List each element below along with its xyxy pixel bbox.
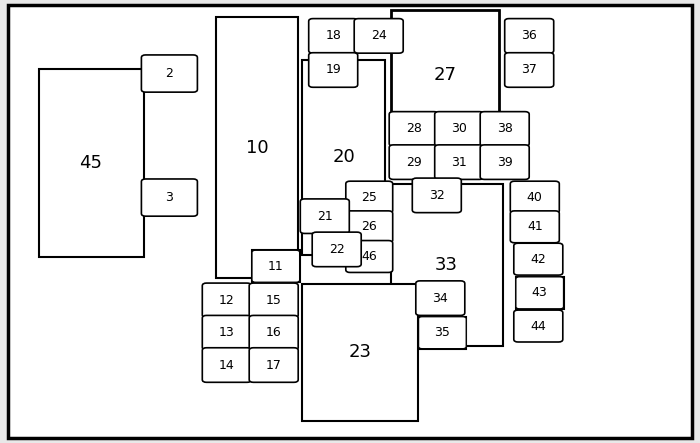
Text: 36: 36 — [522, 29, 537, 43]
FancyBboxPatch shape — [480, 145, 529, 179]
Text: 40: 40 — [527, 190, 542, 204]
FancyBboxPatch shape — [309, 19, 358, 53]
Text: 26: 26 — [361, 220, 377, 233]
FancyBboxPatch shape — [514, 310, 563, 342]
Text: 19: 19 — [326, 63, 341, 77]
Text: 15: 15 — [266, 294, 281, 307]
Text: 35: 35 — [435, 326, 450, 339]
Text: 46: 46 — [361, 250, 377, 263]
FancyBboxPatch shape — [516, 277, 564, 309]
Text: 13: 13 — [219, 326, 234, 339]
Text: 34: 34 — [433, 291, 448, 305]
FancyBboxPatch shape — [141, 179, 197, 216]
FancyBboxPatch shape — [505, 53, 554, 87]
Text: 29: 29 — [406, 155, 421, 169]
Bar — [38, 69, 144, 257]
Bar — [391, 184, 503, 346]
FancyBboxPatch shape — [419, 317, 466, 349]
Text: 16: 16 — [266, 326, 281, 339]
Bar — [216, 17, 298, 278]
FancyBboxPatch shape — [510, 211, 559, 243]
Text: 3: 3 — [165, 191, 174, 204]
Text: 27: 27 — [433, 66, 456, 84]
Text: 20: 20 — [332, 148, 355, 166]
Text: 21: 21 — [317, 210, 332, 223]
FancyBboxPatch shape — [480, 112, 529, 146]
FancyBboxPatch shape — [412, 178, 461, 213]
Text: 17: 17 — [266, 358, 281, 372]
Text: 39: 39 — [497, 155, 512, 169]
Text: 37: 37 — [522, 63, 537, 77]
FancyBboxPatch shape — [514, 243, 563, 275]
FancyBboxPatch shape — [202, 348, 251, 382]
Text: 14: 14 — [219, 358, 234, 372]
FancyBboxPatch shape — [300, 199, 349, 233]
Text: 18: 18 — [326, 29, 341, 43]
Text: 22: 22 — [329, 243, 344, 256]
Text: 33: 33 — [435, 256, 458, 274]
FancyBboxPatch shape — [346, 241, 393, 272]
FancyBboxPatch shape — [510, 181, 559, 213]
Bar — [302, 284, 418, 421]
FancyBboxPatch shape — [389, 112, 438, 146]
FancyBboxPatch shape — [309, 53, 358, 87]
FancyBboxPatch shape — [202, 315, 251, 350]
Text: 45: 45 — [80, 154, 102, 172]
Bar — [419, 317, 466, 349]
Text: 41: 41 — [527, 220, 542, 233]
Bar — [252, 250, 300, 282]
FancyBboxPatch shape — [249, 283, 298, 318]
FancyBboxPatch shape — [435, 145, 484, 179]
Text: 32: 32 — [429, 189, 444, 202]
FancyBboxPatch shape — [252, 250, 300, 282]
FancyBboxPatch shape — [202, 283, 251, 318]
Bar — [516, 277, 564, 309]
Text: 31: 31 — [452, 155, 467, 169]
FancyBboxPatch shape — [505, 19, 554, 53]
Text: 43: 43 — [532, 286, 547, 299]
Text: 2: 2 — [165, 67, 174, 80]
FancyBboxPatch shape — [8, 5, 692, 438]
Text: 12: 12 — [219, 294, 234, 307]
FancyBboxPatch shape — [249, 348, 298, 382]
Text: 30: 30 — [452, 122, 467, 136]
Text: 38: 38 — [497, 122, 512, 136]
Text: 28: 28 — [406, 122, 421, 136]
FancyBboxPatch shape — [354, 19, 403, 53]
FancyBboxPatch shape — [346, 211, 393, 243]
Bar — [302, 60, 385, 255]
Bar — [391, 10, 499, 140]
Text: 11: 11 — [268, 260, 284, 273]
Text: 25: 25 — [361, 190, 377, 204]
Text: 44: 44 — [531, 319, 546, 333]
FancyBboxPatch shape — [249, 315, 298, 350]
FancyBboxPatch shape — [389, 145, 438, 179]
FancyBboxPatch shape — [435, 112, 484, 146]
FancyBboxPatch shape — [312, 232, 361, 267]
Text: 10: 10 — [246, 139, 268, 156]
FancyBboxPatch shape — [346, 181, 393, 213]
FancyBboxPatch shape — [141, 55, 197, 92]
Text: 24: 24 — [371, 29, 386, 43]
Text: 42: 42 — [531, 253, 546, 266]
Text: 23: 23 — [349, 343, 372, 361]
FancyBboxPatch shape — [416, 281, 465, 315]
